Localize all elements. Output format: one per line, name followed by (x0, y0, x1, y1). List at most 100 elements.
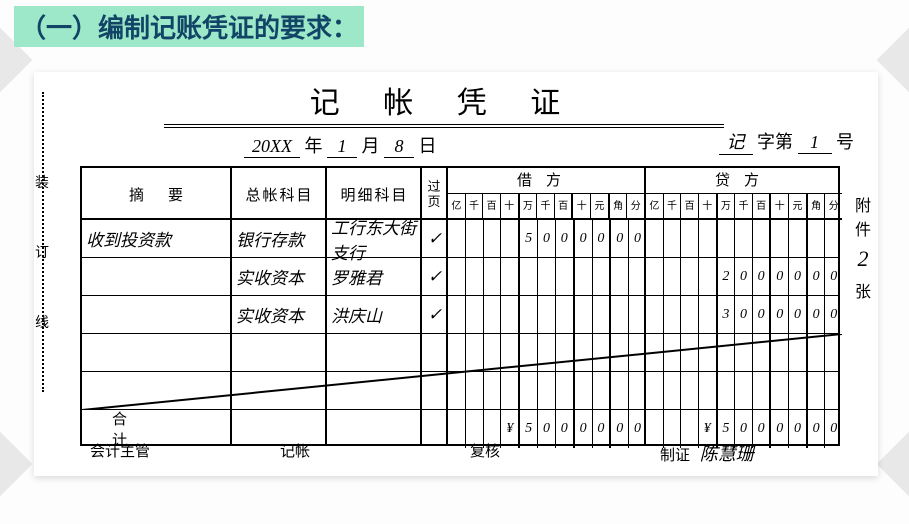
digit-cell: 0 (808, 258, 826, 295)
digit-cell (501, 372, 520, 409)
section-heading: （一）编制记账凭证的要求： (14, 6, 364, 47)
digit-cell (448, 258, 466, 295)
binding-char-1: 装 (34, 172, 50, 192)
digit-cell (448, 334, 466, 371)
unit-cell: 亿 (448, 194, 466, 220)
digit-cell: 0 (538, 220, 556, 257)
cell-summary (82, 372, 232, 409)
unit-cell: 角 (808, 194, 826, 220)
digit-cell (484, 220, 502, 257)
sig-reviewer: 复核 (470, 440, 660, 466)
debit-digits (448, 296, 646, 333)
sig-supervisor: 会计主管 (90, 440, 280, 466)
digit-cell (520, 258, 538, 295)
digit-cell (538, 296, 556, 333)
unit-cell: 百 (483, 194, 501, 220)
attachment-block: 附件 2 张 (852, 192, 874, 302)
digit-cell (611, 372, 629, 409)
unit-cell: 百 (681, 194, 699, 220)
digit-cell (501, 258, 520, 295)
serial-mid: 字第 (757, 132, 793, 152)
digit-cell (681, 372, 699, 409)
digit-cell: 0 (735, 296, 753, 333)
digit-cell (664, 220, 682, 257)
digit-cell (611, 258, 629, 295)
day-value: 8 (384, 136, 414, 158)
debit-units: 亿千百十万千百十元角分 (448, 194, 644, 220)
serial-prefix: 记 (719, 128, 753, 155)
unit-cell: 角 (610, 194, 628, 220)
digit-cell (520, 372, 538, 409)
debit-digits: 5000000 (448, 220, 646, 257)
digit-cell: 0 (611, 220, 629, 257)
digit-cell: 0 (771, 258, 789, 295)
digit-cell (575, 334, 593, 371)
cell-page (422, 372, 448, 409)
digit-cell (484, 334, 502, 371)
cell-gl: 银行存款 (232, 220, 327, 257)
digit-cell (681, 296, 699, 333)
digit-cell (556, 372, 575, 409)
digit-cell (825, 372, 842, 409)
unit-cell: 分 (825, 194, 842, 220)
digit-cell: 2 (718, 258, 736, 295)
digit-cell (825, 220, 842, 257)
credit-digits (646, 334, 842, 371)
digit-cell (753, 372, 772, 409)
binding-char-3: 线 (34, 312, 50, 332)
cell-page (422, 334, 448, 371)
credit-digits: 2000000 (646, 258, 842, 295)
unit-cell: 十 (573, 194, 591, 220)
digit-cell (699, 296, 718, 333)
credit-digits (646, 372, 842, 409)
hdr-page: 过页 (422, 168, 446, 220)
digit-cell: 0 (753, 296, 772, 333)
cell-summary (82, 258, 232, 295)
cell-page: ✓ (422, 220, 448, 257)
digit-cell (538, 372, 556, 409)
digit-cell (466, 220, 484, 257)
cell-detail (327, 372, 422, 409)
digit-cell (593, 372, 612, 409)
digit-cell (556, 296, 575, 333)
digit-cell (664, 258, 682, 295)
cell-summary (82, 296, 232, 333)
table-row: 实收资本罗雅君✓2000000 (82, 258, 838, 296)
year-value: 20XX (244, 136, 300, 158)
month-value: 1 (327, 136, 357, 158)
digit-cell: 0 (808, 296, 826, 333)
hdr-gl: 总帐科目 (232, 168, 325, 220)
binding-char-2: 订 (34, 242, 50, 262)
digit-cell (501, 220, 520, 257)
cell-page: ✓ (422, 296, 448, 333)
attach-count: 2 (852, 246, 874, 272)
unit-cell: 万 (718, 194, 736, 220)
digit-cell (484, 258, 502, 295)
digit-cell (735, 220, 753, 257)
digit-cell (681, 258, 699, 295)
table-row (82, 372, 838, 410)
digit-cell (484, 296, 502, 333)
digit-cell (771, 220, 789, 257)
digit-cell (699, 258, 718, 295)
month-suffix: 月 (362, 136, 380, 156)
digit-cell (699, 372, 718, 409)
digit-cell (593, 296, 612, 333)
table-row: 实收资本洪庆山✓3000000 (82, 296, 838, 334)
digit-cell (735, 372, 753, 409)
digit-cell (629, 258, 646, 295)
cell-gl (232, 334, 327, 371)
unit-cell: 百 (555, 194, 574, 220)
signature-row: 会计主管 记帐 复核 制证 陈慧珊 (90, 440, 850, 466)
digit-cell (520, 334, 538, 371)
voucher-title: 记 帐 凭 证 (164, 78, 724, 128)
cell-detail (327, 334, 422, 371)
digit-cell (825, 334, 842, 371)
digit-cell: 0 (556, 220, 575, 257)
unit-cell: 千 (735, 194, 753, 220)
digit-cell (575, 372, 593, 409)
digit-cell (484, 372, 502, 409)
digit-cell (808, 334, 826, 371)
unit-cell: 十 (501, 194, 520, 220)
digit-cell: 0 (789, 258, 808, 295)
